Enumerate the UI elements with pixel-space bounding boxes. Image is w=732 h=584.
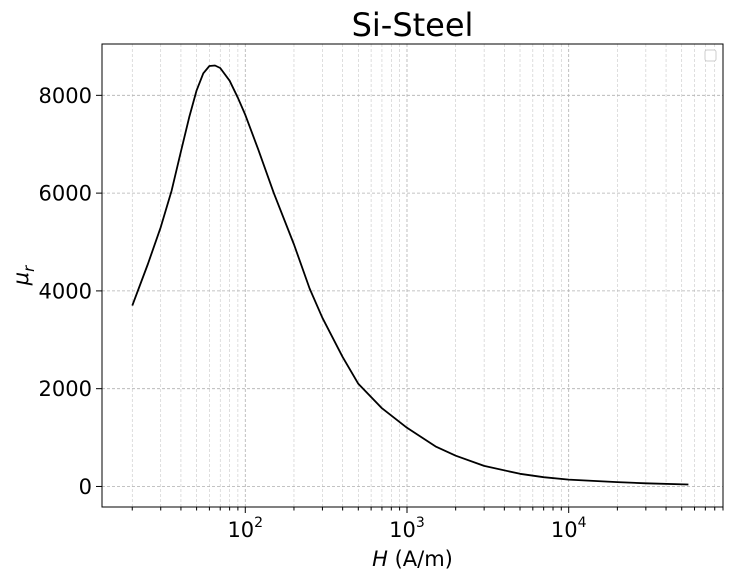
line-layer [131, 64, 689, 486]
grid-layer [102, 44, 724, 507]
y-axis-label-subscript: r [20, 265, 38, 272]
y-tick-label: 4000 [39, 279, 92, 303]
chart-title: Si-Steel [352, 6, 474, 44]
plot-frame [101, 43, 724, 508]
x-tick-label-exponent: 2 [254, 515, 263, 531]
x-tick-label: 103 [389, 515, 425, 542]
y-tick-label: 6000 [39, 182, 92, 206]
y-axis-label-symbol: μ [9, 272, 33, 286]
x-tick-label: 104 [551, 515, 587, 542]
y-tick-label: 8000 [39, 84, 92, 108]
y-tick-label: 2000 [39, 377, 92, 401]
x-tick-label: 102 [227, 515, 263, 542]
x-axis-label-unit: (A/m) [388, 547, 453, 571]
y-axis-label: μr [9, 265, 38, 286]
x-axis-label: H (A/m) [372, 547, 453, 571]
x-tick-label-base: 10 [551, 518, 578, 542]
y-tick-label: 0 [79, 475, 92, 499]
x-tick-label-base: 10 [389, 518, 416, 542]
x-axis-label-variable: H [372, 547, 388, 571]
series-line [131, 64, 689, 486]
x-tick-label-base: 10 [227, 518, 254, 542]
legend-box [704, 49, 717, 62]
x-tick-label-exponent: 3 [416, 515, 425, 531]
x-tick-label-exponent: 4 [578, 515, 587, 531]
